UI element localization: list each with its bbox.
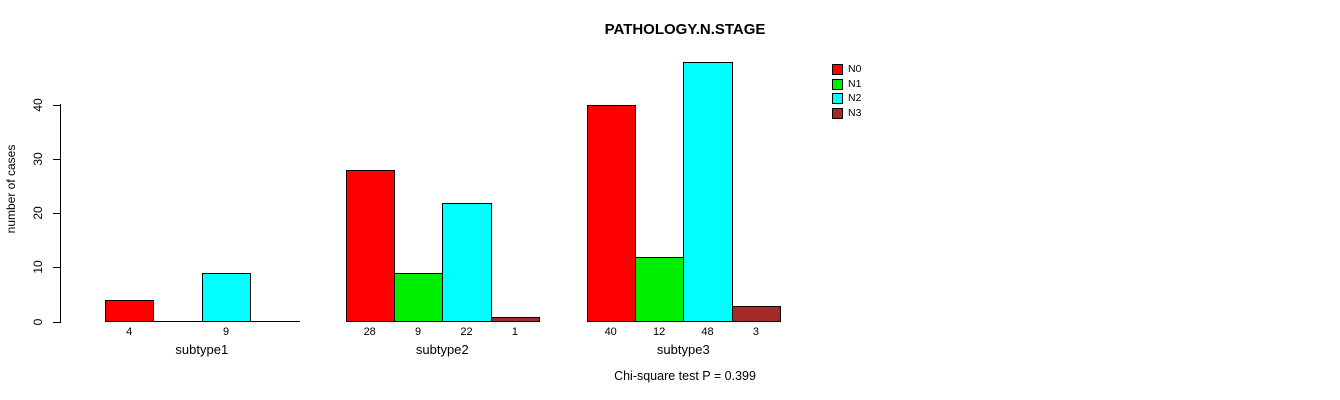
y-axis-tick xyxy=(53,321,61,323)
bar-value-label-subtype3-N1: 12 xyxy=(652,326,666,338)
y-tick-label: 40 xyxy=(31,97,45,112)
bar-subtype1-N2 xyxy=(201,273,252,322)
x-group-label-subtype2: subtype2 xyxy=(415,342,469,357)
legend-row-N2: N2 xyxy=(832,92,862,105)
bar-subtype2-N1 xyxy=(393,273,444,322)
y-axis-tick xyxy=(53,158,61,160)
bar-value-label-subtype2-N0: 28 xyxy=(363,326,376,338)
y-tick-label: 20 xyxy=(31,206,45,220)
bar-value-label-subtype2-N2: 22 xyxy=(460,326,473,338)
bar-subtype3-N0 xyxy=(586,105,636,322)
bar-value-label-subtype2-N3: 1 xyxy=(511,326,518,338)
bar-subtype2-N0 xyxy=(345,170,395,322)
bar-value-label-subtype3-N0: 40 xyxy=(604,326,617,338)
legend-label-N3: N3 xyxy=(848,106,862,119)
legend-swatch-N2 xyxy=(832,93,843,105)
legend-swatch-N3 xyxy=(832,107,843,119)
y-axis-tick xyxy=(53,267,61,269)
legend-row-N0: N0 xyxy=(832,64,861,75)
legend-swatch-N0 xyxy=(832,64,843,75)
bar-value-label-subtype1-N2: 9 xyxy=(222,326,230,338)
bar-subtype1-N0 xyxy=(105,300,155,322)
y-tick-label: 0 xyxy=(31,318,45,325)
x-group-label-subtype3: subtype3 xyxy=(656,342,710,357)
legend: N0 N1 N2 N3 xyxy=(832,64,861,122)
bar-value-label-subtype1-N0: 4 xyxy=(126,326,133,338)
chi-square-annotation: Chi-square test P = 0.399 xyxy=(614,369,756,383)
bar-subtype3-N1 xyxy=(634,256,685,322)
bar-subtype3-N2 xyxy=(683,61,733,322)
legend-label-N2: N2 xyxy=(848,92,862,105)
bar-subtype2-N2 xyxy=(442,202,492,322)
legend-swatch-N1 xyxy=(832,78,843,90)
bar-value-label-subtype3-N3: 3 xyxy=(752,326,759,338)
x-group-label-subtype1: subtype1 xyxy=(175,342,229,357)
y-tick-label: 10 xyxy=(31,260,45,274)
y-axis-tick xyxy=(53,104,61,106)
legend-label-N1: N1 xyxy=(848,77,862,90)
chart-title: PATHOLOGY.N.STAGE xyxy=(604,21,766,38)
legend-label-N0: N0 xyxy=(848,63,862,75)
bar-value-label-subtype2-N1: 9 xyxy=(415,326,422,338)
y-axis-tick xyxy=(53,213,61,214)
y-tick-label: 30 xyxy=(31,152,45,166)
bar-subtype3-N3 xyxy=(731,305,782,322)
bar-subtype2-N3 xyxy=(490,316,541,322)
bar-value-label-subtype3-N2: 48 xyxy=(701,326,714,338)
legend-row-N3: N3 xyxy=(832,106,862,119)
legend-row-N1: N1 xyxy=(832,77,862,90)
